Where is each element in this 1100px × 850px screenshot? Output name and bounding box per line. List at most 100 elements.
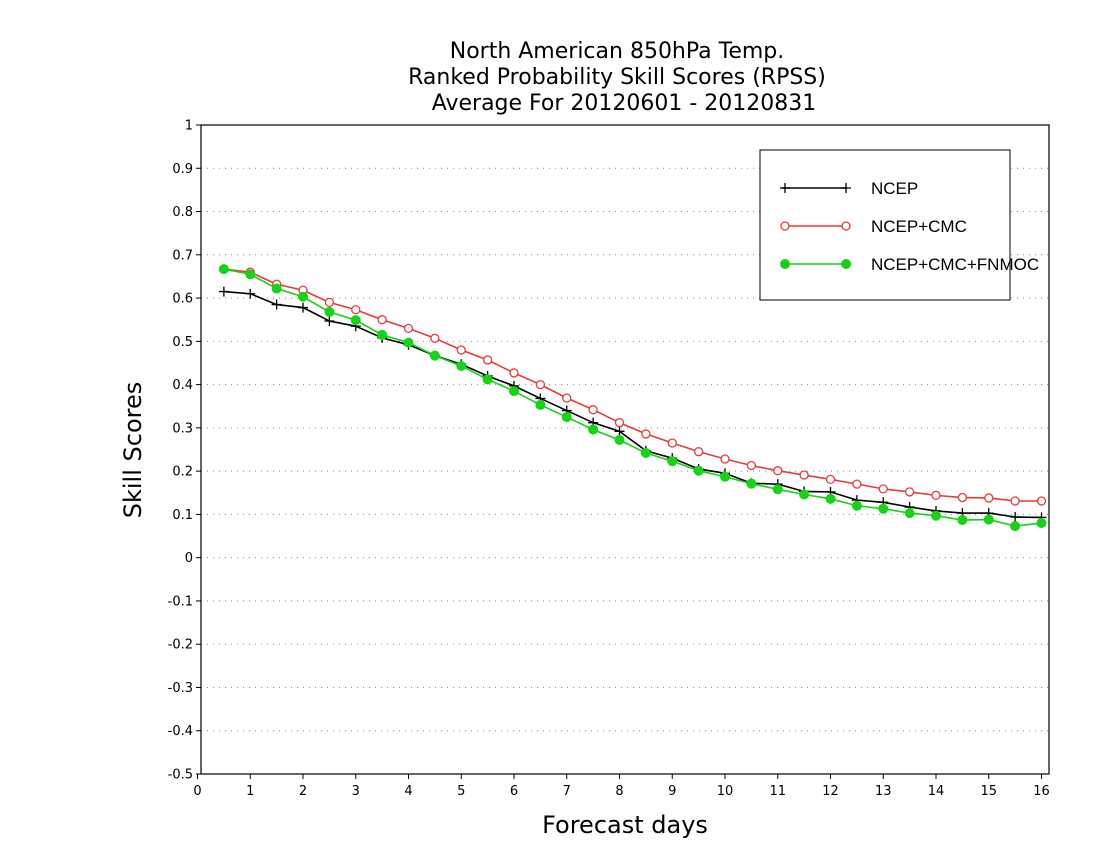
x-axis-ticks: 0 1 2 3 4 5 6 7 8 9 10 11 12 13 14 15 16	[193, 774, 1050, 799]
series-ncep-cmc-fnmoc	[218, 264, 1047, 532]
y-tick-label: 0.5	[172, 335, 193, 350]
legend-label-ncep-cmc: NCEP+CMC	[871, 217, 967, 236]
data-point-ncep-cmc	[720, 454, 730, 464]
data-point-ncep	[298, 302, 308, 313]
x-tick-label: 15	[980, 784, 997, 799]
y-axis-ticks: -0.5 -0.4 -0.3 -0.2 -0.1 0 0.1 0.2 0.3 0.4 0.5 0.6 0…	[168, 119, 201, 783]
chart-title-line-1: North American 850hPa Temp.	[450, 39, 785, 64]
data-point-ncep-cmc-fnmoc	[904, 508, 915, 519]
x-tick-label: 2	[299, 784, 307, 799]
y-tick-label: -0.2	[168, 638, 193, 653]
data-point-ncep-cmc-fnmoc	[878, 503, 889, 514]
data-point-ncep-cmc	[1010, 496, 1020, 506]
data-point-ncep-cmc-fnmoc	[377, 329, 388, 340]
x-tick-label: 3	[352, 784, 360, 799]
x-tick-label: 8	[615, 784, 623, 799]
legend-marker-ncep-cmc	[841, 221, 851, 231]
data-point-ncep-cmc-fnmoc	[614, 434, 625, 445]
data-point-ncep-cmc-fnmoc	[509, 386, 519, 397]
plot-area-frame	[200, 124, 1050, 775]
legend-box	[759, 149, 1011, 301]
data-point-ncep-cmc-fnmoc	[429, 350, 440, 361]
data-point-ncep-cmc-fnmoc	[245, 269, 256, 280]
x-tick-label: 1	[246, 784, 254, 799]
x-tick-label: 14	[928, 784, 945, 799]
x-tick-label: 11	[769, 784, 786, 799]
data-point-ncep-cmc	[456, 345, 466, 355]
series-ncep	[218, 286, 1047, 523]
series-line-ncep-cmc	[223, 268, 1042, 502]
x-tick-label: 5	[457, 784, 465, 799]
data-point-ncep-cmc	[509, 368, 519, 378]
legend-label-ncep-cmc-fnmoc: NCEP+CMC+FNMOC	[871, 255, 1039, 274]
data-point-ncep-cmc	[799, 470, 809, 480]
data-point-ncep-cmc-fnmoc	[403, 337, 414, 348]
y-tick-label: 0.3	[172, 421, 193, 436]
legend-marker-ncep-cmc	[780, 221, 790, 231]
data-point-ncep-cmc	[904, 487, 915, 497]
legend-marker-ncep-cmc-fnmoc	[841, 259, 851, 269]
data-point-ncep-cmc	[825, 474, 836, 485]
data-point-ncep	[1010, 511, 1021, 522]
y-tick-label: 0.2	[172, 465, 193, 480]
y-tick-label: -0.5	[168, 768, 193, 783]
legend-marker-ncep	[780, 183, 790, 193]
y-tick-label: 0	[185, 551, 193, 566]
data-point-ncep-cmc	[1036, 496, 1047, 506]
y-tick-label: -0.4	[168, 724, 193, 739]
data-point-ncep-cmc	[351, 305, 361, 315]
data-point-ncep	[271, 299, 282, 310]
data-point-ncep-cmc-fnmoc	[746, 478, 757, 489]
y-axis-label: Skill Scores	[119, 382, 147, 519]
data-point-ncep-cmc-fnmoc	[271, 283, 282, 294]
data-point-ncep-cmc	[614, 418, 625, 428]
data-point-ncep-cmc-fnmoc	[799, 489, 810, 500]
data-point-ncep-cmc-fnmoc	[350, 315, 361, 326]
data-point-ncep-cmc-fnmoc	[456, 360, 467, 371]
data-point-ncep-cmc-fnmoc	[931, 510, 941, 521]
data-point-ncep-cmc-fnmoc	[640, 447, 651, 458]
series-lines	[218, 264, 1047, 532]
x-tick-label: 6	[510, 784, 518, 799]
chart-title: North American 850hPa Temp. Ranked Proba…	[408, 39, 826, 116]
data-point-ncep-cmc	[957, 492, 968, 503]
data-point-ncep-cmc-fnmoc	[720, 471, 730, 482]
data-point-ncep-cmc-fnmoc	[298, 291, 308, 302]
legend-marker-ncep	[841, 183, 851, 193]
y-tick-label: -0.3	[168, 681, 193, 696]
data-point-ncep	[218, 286, 229, 297]
data-point-ncep-cmc-fnmoc	[218, 264, 229, 275]
data-point-ncep-cmc-fnmoc	[983, 514, 994, 525]
data-point-ncep-cmc	[852, 479, 862, 489]
x-tick-label: 7	[563, 784, 571, 799]
data-point-ncep-cmc	[562, 393, 572, 403]
legend-label-ncep: NCEP	[871, 179, 918, 198]
x-axis-label: Forecast days	[542, 811, 708, 839]
data-point-ncep-cmc	[403, 323, 414, 334]
x-tick-label: 12	[822, 784, 839, 799]
data-point-ncep-cmc	[430, 333, 440, 343]
x-tick-label: 0	[193, 784, 201, 799]
series-line-ncep	[223, 290, 1042, 519]
data-point-ncep-cmc-fnmoc	[1010, 521, 1021, 532]
x-tick-label: 4	[404, 784, 412, 799]
x-tick-label: 10	[717, 784, 734, 799]
y-tick-label: 0.7	[172, 248, 193, 263]
data-point-ncep	[245, 288, 256, 299]
y-tick-label: 1	[185, 119, 193, 134]
data-point-ncep-cmc	[931, 490, 941, 501]
data-point-ncep-cmc	[482, 355, 493, 365]
data-point-ncep-cmc	[746, 460, 757, 471]
y-tick-label: 0.6	[172, 292, 193, 307]
legend-marker-ncep-cmc-fnmoc	[780, 259, 790, 269]
data-point-ncep-cmc	[535, 379, 546, 390]
data-point-ncep-cmc	[641, 429, 651, 439]
data-point-ncep	[324, 315, 335, 326]
data-point-ncep-cmc	[878, 484, 888, 494]
chart-title-line-3: Average For 20120601 - 20120831	[432, 91, 817, 116]
y-tick-label: 0.1	[172, 508, 193, 523]
data-point-ncep-cmc-fnmoc	[851, 500, 862, 511]
data-point-ncep-cmc-fnmoc	[957, 515, 968, 526]
data-point-ncep-cmc	[693, 447, 704, 457]
